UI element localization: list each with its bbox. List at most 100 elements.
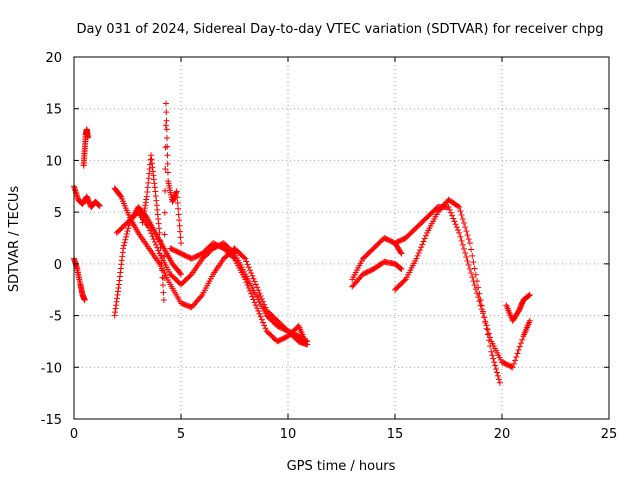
- data-point: [464, 257, 471, 264]
- data-point: [163, 109, 170, 116]
- data-point: [257, 293, 264, 300]
- data-point: [256, 290, 263, 297]
- data-point: [252, 281, 259, 288]
- data-point: [161, 253, 168, 260]
- data-point: [164, 152, 171, 159]
- data-point: [178, 271, 184, 278]
- y-tick-label: 5: [54, 206, 62, 221]
- data-point: [173, 188, 180, 195]
- x-tick-label: 15: [387, 427, 404, 442]
- data-point: [495, 376, 502, 383]
- data-point: [468, 246, 475, 253]
- data-point: [401, 277, 408, 284]
- chart-title: Day 031 of 2024, Sidereal Day-to-day VTE…: [76, 22, 603, 37]
- y-tick-label: 20: [45, 51, 62, 66]
- x-tick-label: 5: [177, 427, 185, 442]
- data-point: [478, 306, 485, 313]
- data-point: [245, 264, 252, 271]
- data-point: [117, 192, 124, 199]
- data-point: [455, 226, 462, 233]
- data-point: [476, 298, 483, 305]
- data-point: [515, 347, 522, 354]
- data-point: [145, 224, 152, 231]
- data-point: [490, 355, 497, 362]
- data-point: [243, 258, 250, 265]
- data-point: [414, 252, 421, 259]
- data-point: [474, 290, 481, 297]
- data-point: [463, 228, 470, 235]
- data-point: [413, 255, 420, 262]
- data-point: [471, 282, 478, 289]
- data-point: [123, 233, 130, 240]
- data-point: [249, 272, 256, 279]
- y-axis-label: SDTVAR / TECUs: [7, 186, 22, 293]
- data-point: [123, 230, 130, 237]
- data-point: [161, 209, 168, 216]
- data-point: [249, 293, 256, 300]
- data-point: [513, 353, 520, 360]
- data-point: [489, 352, 496, 359]
- data-point: [494, 372, 501, 379]
- data-point: [484, 326, 491, 333]
- data-point: [456, 203, 463, 210]
- data-point: [256, 310, 263, 317]
- data-point: [174, 199, 181, 206]
- data-point: [120, 245, 127, 252]
- data-point: [496, 379, 503, 386]
- data-point: [150, 236, 157, 243]
- data-point: [398, 250, 405, 257]
- data-point: [466, 266, 473, 273]
- data-point: [122, 236, 129, 243]
- y-tick-label: 10: [45, 154, 62, 169]
- data-point: [418, 244, 425, 251]
- data-point: [248, 270, 255, 277]
- data-point: [120, 242, 127, 249]
- data-point: [516, 343, 523, 350]
- data-point: [164, 160, 171, 167]
- x-tick-label: 0: [70, 427, 78, 442]
- data-point: [175, 211, 182, 218]
- y-tick-label: -5: [49, 310, 62, 325]
- data-point: [198, 293, 205, 300]
- y-tick-label: -15: [41, 413, 62, 428]
- data-point: [176, 222, 183, 229]
- data-point: [525, 293, 532, 300]
- data-point: [396, 264, 403, 271]
- data-point: [96, 202, 103, 209]
- series-track-b: [71, 255, 88, 304]
- data-point: [459, 216, 466, 223]
- data-point: [457, 233, 464, 240]
- data-point: [485, 330, 492, 337]
- data-point: [447, 209, 454, 216]
- series-spike-h: [139, 100, 184, 304]
- data-point: [464, 232, 471, 239]
- data-point: [162, 122, 169, 129]
- data-point: [158, 259, 165, 266]
- data-point: [469, 274, 476, 281]
- data-point: [416, 247, 423, 254]
- data-point: [163, 135, 170, 142]
- data-point: [415, 249, 422, 256]
- data-point: [251, 278, 258, 285]
- data-point: [161, 231, 168, 238]
- data-point: [463, 253, 470, 260]
- data-point: [163, 100, 170, 107]
- data-point: [458, 212, 465, 219]
- series-track-a: [71, 183, 103, 210]
- data-point: [156, 229, 163, 236]
- data-point: [257, 313, 264, 320]
- data-point: [456, 229, 463, 236]
- data-point: [481, 314, 488, 321]
- y-tick-label: -10: [41, 361, 62, 376]
- data-point: [261, 322, 268, 329]
- data-point: [453, 224, 460, 231]
- data-point: [422, 232, 429, 239]
- data-point: [494, 369, 501, 376]
- data-point: [512, 357, 519, 364]
- data-point: [81, 297, 88, 304]
- data-point: [470, 259, 477, 266]
- data-point: [446, 206, 453, 213]
- y-tick-label: 15: [45, 103, 62, 118]
- data-point: [465, 262, 472, 269]
